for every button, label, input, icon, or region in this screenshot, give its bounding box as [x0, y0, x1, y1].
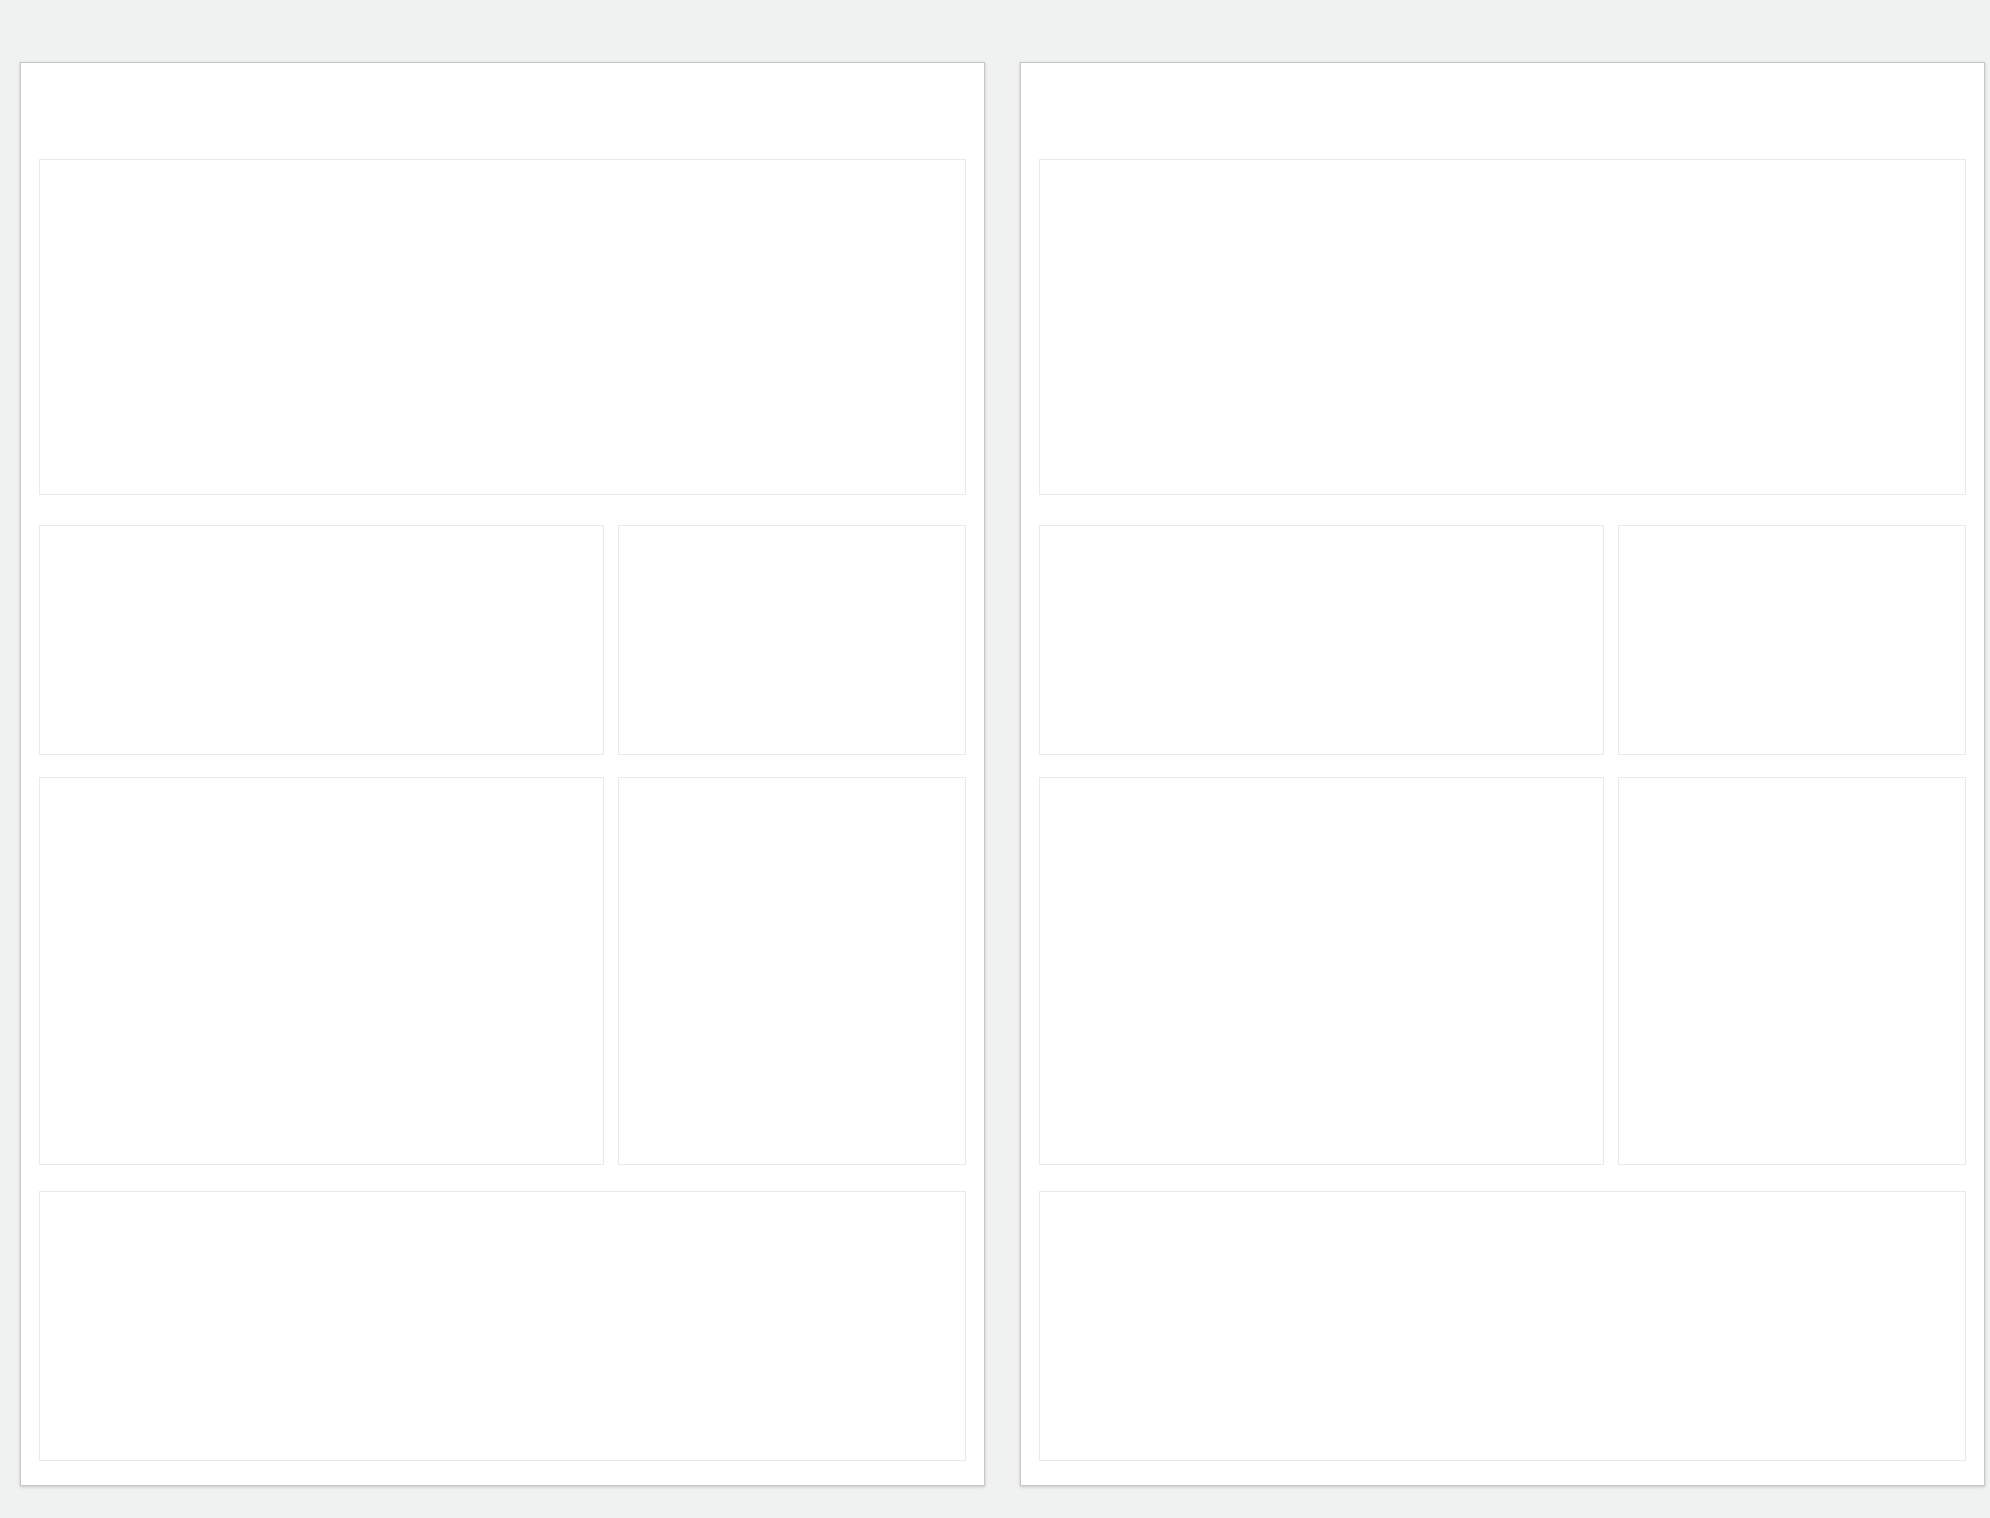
platform-caption-windows — [1020, 18, 1985, 62]
annual-sales-card — [39, 159, 966, 495]
categories-body — [635, 546, 949, 742]
panel-windows-column — [1020, 18, 1985, 1486]
categories-body — [1635, 546, 1949, 742]
quarterly-card — [39, 525, 604, 755]
row-quarterly — [39, 525, 966, 755]
row-lines-table — [39, 777, 966, 1165]
panel-linux-column — [20, 18, 985, 1486]
annual-bar-chart[interactable] — [1056, 224, 1949, 484]
categories-donut-chart[interactable] — [637, 546, 833, 742]
category-lines-card — [1039, 777, 1604, 1165]
quarterly-stacked-chart[interactable] — [1056, 568, 1587, 748]
category-line-chart[interactable] — [1056, 832, 1587, 1154]
category-line-chart[interactable] — [56, 832, 587, 1154]
gauges-card — [39, 1191, 966, 1461]
best-selling-card — [1618, 777, 1966, 1165]
comparison-wrap — [20, 18, 1985, 1486]
report-header — [1039, 63, 1966, 159]
report-header — [39, 63, 966, 159]
gauges-card — [1039, 1191, 1966, 1461]
platform-caption-linux — [20, 18, 985, 62]
annual-sales-card — [1039, 159, 1966, 495]
row-quarterly — [1039, 525, 1966, 755]
row-lines-table — [1039, 777, 1966, 1165]
categories-card — [1618, 525, 1966, 755]
dashboard-windows — [1020, 62, 1985, 1486]
quarterly-card — [1039, 525, 1604, 755]
quarterly-stacked-chart[interactable] — [56, 568, 587, 748]
dashboard-linux — [20, 62, 985, 1486]
categories-card — [618, 525, 966, 755]
best-selling-card — [618, 777, 966, 1165]
categories-donut-chart[interactable] — [1637, 546, 1833, 742]
annual-bar-chart[interactable] — [56, 224, 949, 484]
category-lines-card — [39, 777, 604, 1165]
